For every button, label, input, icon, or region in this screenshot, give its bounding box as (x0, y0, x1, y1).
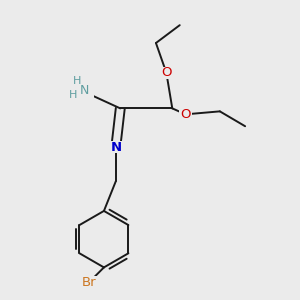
Text: N: N (80, 84, 89, 97)
Text: O: O (180, 108, 191, 121)
Text: H: H (68, 90, 77, 100)
Bar (79, 276, 100, 289)
Bar (108, 141, 123, 153)
Text: N: N (110, 140, 122, 154)
Text: O: O (161, 66, 172, 79)
Text: H: H (73, 76, 81, 86)
Bar (76, 85, 94, 100)
Text: Br: Br (82, 276, 96, 289)
Bar (179, 108, 192, 120)
Bar (160, 67, 173, 79)
